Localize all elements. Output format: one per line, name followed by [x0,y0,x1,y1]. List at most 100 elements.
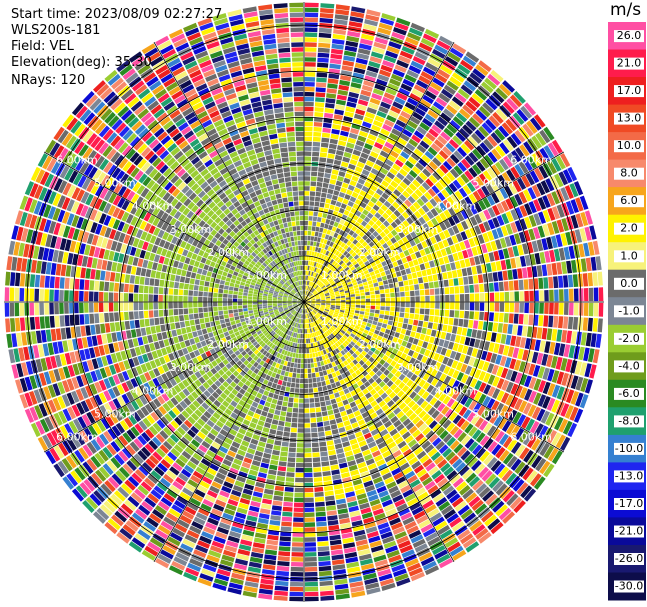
gate-109 [548,276,554,289]
gate-4017 [29,391,38,405]
gate-4646 [219,404,227,412]
gate-3861 [195,324,201,331]
gate-1933 [293,231,297,236]
gate-2866 [114,154,125,166]
gate-1339 [338,207,345,214]
gate-4457 [236,360,243,367]
gate-1052 [399,168,408,177]
gate-4945 [251,417,259,424]
gate-4920 [301,304,304,309]
gate-346 [523,230,531,242]
gate-348 [532,227,541,239]
gate-2972 [161,212,169,221]
gate-1273 [331,237,337,243]
gate-4397 [233,356,240,363]
gate-1753 [304,230,308,236]
gate-4896 [220,463,230,471]
gate-4787 [174,499,186,510]
gate-948 [465,120,477,132]
gate-1077 [472,68,486,80]
gate-4888 [238,428,247,435]
gate-3079 [211,256,218,263]
gate-4349 [182,388,191,397]
gate-455 [465,229,473,239]
gate-4751 [270,349,276,355]
gate-672 [354,263,360,269]
gate-2291 [276,246,281,252]
gate-4971 [199,535,212,545]
gate-3203 [189,259,196,266]
gate-196 [384,284,389,289]
gate-124 [325,297,331,300]
gate-2546 [219,192,227,200]
gate-3606 [267,302,272,304]
gate-152 [463,276,469,285]
gate-1559 [366,9,381,17]
gate-4374 [82,461,94,475]
gate-4355 [158,405,167,415]
gate-4563 [289,314,294,319]
gate-3189 [255,283,261,288]
gate-4476 [166,423,176,433]
gate-2065 [270,174,278,180]
gate-1616 [348,21,363,28]
gate-1544 [350,82,362,89]
gate-3303 [282,296,288,299]
gate-4500 [299,303,303,307]
gate-3640 [98,302,104,313]
gate-3590 [49,289,54,302]
gate-3661 [292,302,297,304]
gate-922 [378,216,386,223]
gate-980 [368,219,375,227]
gate-2184 [259,182,267,189]
gate-3367 [263,293,268,297]
gate-2113 [282,233,287,239]
gate-1430 [382,60,395,68]
gate-2779 [225,234,232,241]
gate-3372 [238,288,244,293]
gate-1866 [300,265,303,271]
gate-1029 [331,260,337,266]
gate-122 [316,299,321,301]
gate-3297 [24,213,33,228]
gate-2055 [283,222,288,228]
gate-149 [448,278,454,287]
gate-3506 [168,288,174,295]
gate-4252 [75,432,86,446]
gate-2204 [224,88,236,96]
gate-3502 [188,290,194,296]
gate-1024 [317,280,321,285]
gate-4914 [180,543,194,553]
gate-4682 [294,311,298,316]
gate-783 [316,287,321,292]
gate-1204 [314,278,318,283]
gate-157 [487,272,494,282]
gate-38 [494,292,500,302]
gate-3716 [19,317,26,331]
gate-4108 [171,359,178,368]
gate-3779 [6,333,13,348]
gate-1967 [267,63,279,70]
gate-1904 [281,77,292,83]
gate-2938 [57,129,69,144]
gate-968 [330,266,335,271]
gate-2785 [202,214,210,223]
gate-4159 [214,346,221,353]
gate-4553 [113,490,126,502]
gate-4786 [176,495,189,506]
gate-2462 [294,288,298,293]
gate-644 [489,180,499,192]
gate-1000 [430,143,441,153]
gate-915 [355,241,362,248]
gate-2657 [239,234,246,241]
gate-3708 [59,315,65,327]
gate-3282 [96,236,104,247]
gate-332 [457,251,464,260]
gate-2294 [269,232,275,238]
gate-3008 [262,278,268,283]
gate-3183 [283,294,288,297]
gate-3719 [5,318,11,333]
gate-1510 [315,247,319,252]
gate-4916 [175,552,190,562]
gate-3093 [148,225,156,234]
